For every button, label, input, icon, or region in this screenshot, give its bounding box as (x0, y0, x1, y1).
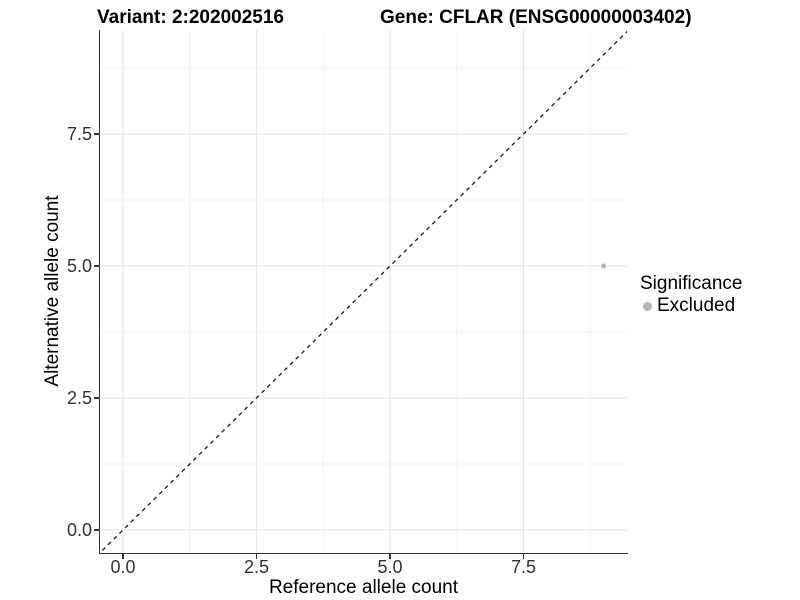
legend-point-icon (643, 301, 652, 311)
y-tick-label: 0.0 (66, 520, 92, 540)
x-tick-label: 7.5 (510, 557, 537, 577)
legend: Significance Excluded (640, 272, 742, 317)
x-axis-line (98, 552, 628, 554)
y-tick-label: 7.5 (66, 124, 92, 144)
plot-canvas (100, 30, 627, 553)
x-tick-label: 2.5 (243, 557, 270, 577)
y-tick-label: 2.5 (66, 388, 92, 408)
y-tick-mark (93, 133, 99, 135)
data-point (601, 263, 607, 269)
y-tick-label: 5.0 (66, 256, 92, 276)
x-tick-label: 0.0 (110, 557, 136, 577)
x-tick-mark (389, 554, 391, 559)
legend-title: Significance (640, 273, 743, 294)
plot-panel (100, 30, 627, 553)
x-tick-mark (522, 554, 525, 559)
x-tick-label: 5.0 (377, 557, 403, 577)
legend-item-excluded: Excluded (640, 295, 742, 317)
x-tick-mark (122, 554, 124, 559)
gene-title: Gene: CFLAR (ENSG00000003402) (380, 7, 692, 28)
identity-line (100, 30, 627, 553)
y-axis-line (98, 30, 100, 554)
y-tick-mark (93, 529, 99, 531)
y-tick-mark (93, 265, 99, 267)
x-tick-mark (255, 554, 258, 559)
x-axis-title: Reference allele count (268, 577, 459, 598)
legend-item-label: Excluded (657, 295, 736, 316)
y-axis-title: Alternative allele count (42, 195, 63, 387)
y-tick-mark (93, 397, 99, 399)
variant-title: Variant: 2:202002516 (97, 7, 284, 28)
